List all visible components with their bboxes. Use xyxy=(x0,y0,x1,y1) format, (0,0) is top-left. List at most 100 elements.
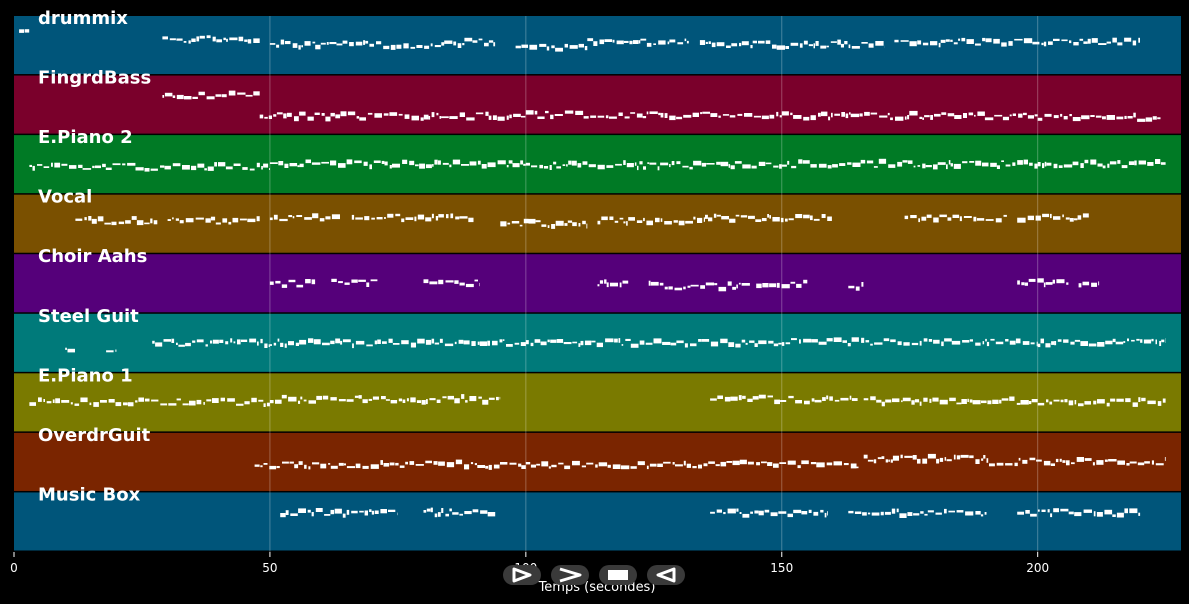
note-mark xyxy=(269,344,272,346)
note-mark xyxy=(947,217,952,221)
note-mark xyxy=(273,342,277,346)
note-mark xyxy=(724,396,731,402)
note-mark xyxy=(919,340,922,346)
note-mark xyxy=(123,402,128,406)
note-mark xyxy=(206,35,211,39)
note-mark xyxy=(767,395,773,398)
note-mark xyxy=(639,161,643,165)
note-mark xyxy=(312,213,319,219)
note-mark xyxy=(176,398,181,401)
play-button[interactable] xyxy=(503,565,541,585)
track-background xyxy=(14,254,1181,313)
note-mark xyxy=(736,284,738,289)
note-mark xyxy=(377,339,381,344)
note-mark xyxy=(436,112,439,116)
note-mark xyxy=(1005,463,1013,466)
note-mark xyxy=(105,167,112,170)
note-mark xyxy=(1023,112,1027,116)
note-mark xyxy=(1017,511,1024,515)
note-mark xyxy=(43,166,50,168)
note-mark xyxy=(257,341,259,346)
note-mark xyxy=(678,220,685,226)
note-mark xyxy=(793,509,802,514)
note-mark xyxy=(1008,41,1013,46)
note-mark xyxy=(737,113,743,116)
note-mark xyxy=(922,458,928,464)
note-mark xyxy=(1117,160,1121,164)
note-mark xyxy=(80,397,88,403)
note-mark xyxy=(742,513,750,518)
note-mark xyxy=(153,220,158,225)
note-mark xyxy=(735,214,740,217)
note-mark xyxy=(206,399,212,402)
note-mark xyxy=(374,113,382,118)
forward-button[interactable] xyxy=(551,565,589,585)
note-mark xyxy=(790,281,796,284)
note-mark xyxy=(826,338,833,342)
note-mark xyxy=(829,396,833,401)
note-mark xyxy=(61,400,70,403)
note-mark xyxy=(189,400,196,406)
note-mark xyxy=(260,338,263,344)
note-mark xyxy=(169,38,176,41)
note-mark xyxy=(1046,162,1052,166)
note-mark xyxy=(1060,508,1069,512)
note-mark xyxy=(781,342,785,346)
note-mark xyxy=(664,113,668,118)
note-mark xyxy=(995,218,1002,223)
note-mark xyxy=(923,397,928,402)
note-mark xyxy=(1117,460,1125,465)
note-mark xyxy=(844,41,848,45)
note-mark xyxy=(403,43,409,49)
note-mark xyxy=(758,340,767,345)
rewind-button[interactable] xyxy=(647,565,685,585)
note-mark xyxy=(1071,462,1075,465)
note-mark xyxy=(815,41,819,46)
note-mark xyxy=(131,216,137,220)
note-mark xyxy=(739,459,747,465)
note-mark xyxy=(706,163,715,165)
note-mark xyxy=(1080,163,1084,168)
note-mark xyxy=(312,462,320,465)
note-mark xyxy=(431,112,435,118)
stop-button[interactable] xyxy=(599,565,637,585)
note-mark xyxy=(1155,463,1164,466)
note-mark xyxy=(383,113,389,116)
note-mark xyxy=(918,218,920,223)
note-mark xyxy=(37,164,43,166)
note-mark xyxy=(856,466,859,469)
note-mark xyxy=(477,465,486,468)
note-mark xyxy=(74,403,80,406)
note-mark xyxy=(324,514,331,516)
note-mark xyxy=(911,342,919,346)
note-mark xyxy=(233,341,236,344)
note-mark xyxy=(335,114,341,119)
note-mark xyxy=(171,338,175,343)
note-mark xyxy=(185,218,194,223)
note-mark xyxy=(520,342,526,346)
note-mark xyxy=(989,463,995,467)
note-mark xyxy=(1068,511,1074,515)
note-mark xyxy=(1044,161,1047,167)
track-lane-3 xyxy=(14,135,1181,194)
note-mark xyxy=(553,161,557,165)
note-mark xyxy=(993,38,1000,44)
note-mark xyxy=(1061,39,1068,42)
note-mark xyxy=(586,462,594,465)
note-mark xyxy=(402,399,406,403)
note-mark xyxy=(776,45,785,50)
note-mark xyxy=(344,463,346,466)
note-mark xyxy=(430,43,433,47)
note-mark xyxy=(609,216,614,220)
note-mark xyxy=(1025,510,1030,514)
note-mark xyxy=(210,216,216,221)
note-mark xyxy=(833,461,842,466)
note-mark xyxy=(1080,341,1088,346)
note-mark xyxy=(764,509,770,513)
note-mark xyxy=(423,510,427,513)
note-mark xyxy=(184,96,192,100)
note-mark xyxy=(630,112,636,114)
note-mark xyxy=(698,339,702,342)
note-mark xyxy=(1107,163,1110,168)
note-mark xyxy=(1151,460,1154,465)
